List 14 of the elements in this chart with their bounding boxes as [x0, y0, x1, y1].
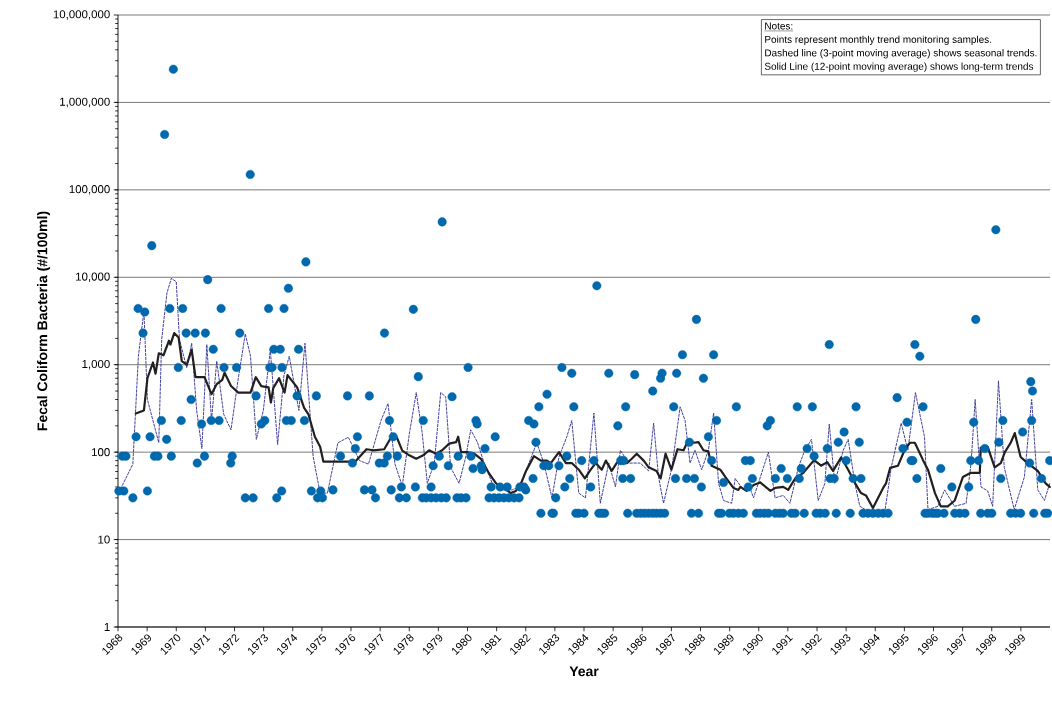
- annotation: Notes:: [765, 22, 793, 30]
- annotation: Solid Line (12-point moving average) shows long-term trends: [764, 62, 1034, 72]
- y-tick-label: 10: [98, 535, 110, 544]
- y-tick-label: 1,000: [82, 359, 110, 370]
- annotation: Dashed line (3-point moving average) shows seasonal trends.: [765, 49, 1037, 59]
- y-tick-label: 100: [91, 448, 110, 457]
- annotation: Points represent monthly trend monitoring samples.: [765, 35, 992, 45]
- x-axis-title: Year: [569, 666, 599, 677]
- y-axis-title: Fecal Coliform Bacteria (#/100ml): [37, 211, 51, 431]
- y-tick-label: 1,000,000: [60, 97, 110, 108]
- y-tick-label: 1: [104, 623, 110, 631]
- y-tick-label: 10,000: [76, 272, 110, 283]
- y-tick-label: 10,000,000: [53, 10, 110, 20]
- y-tick-label: 100,000: [69, 185, 110, 195]
